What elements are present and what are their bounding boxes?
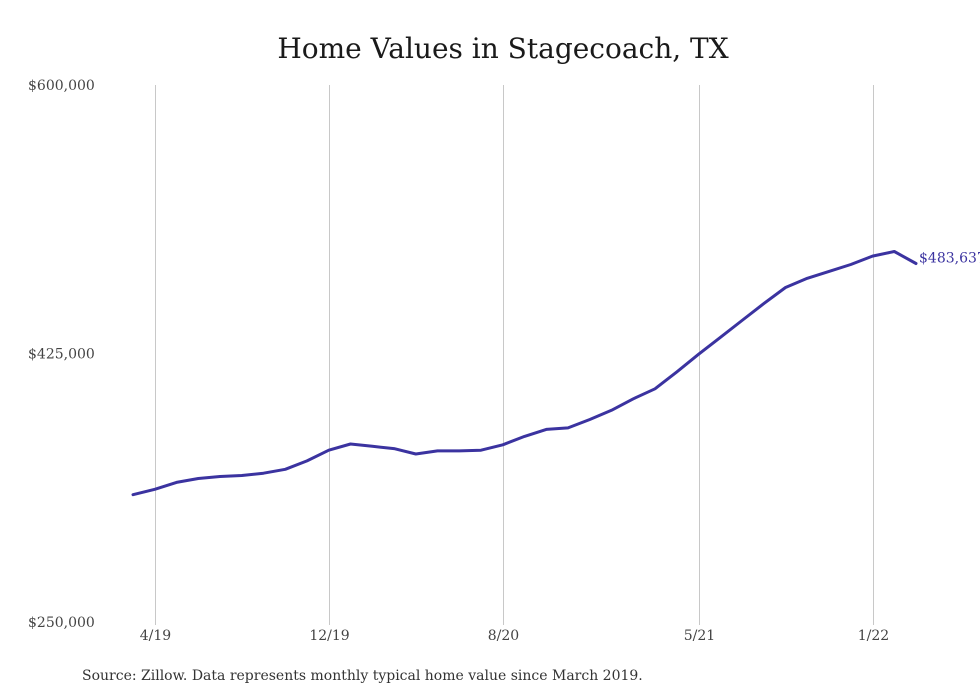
x-tick-label: 4/19	[140, 628, 171, 644]
y-tick-label: $425,000	[28, 347, 95, 363]
x-tick-label: 12/19	[309, 628, 349, 644]
source-note: Source: Zillow. Data represents monthly …	[82, 668, 643, 684]
x-tick-label: 1/22	[858, 628, 889, 644]
line-chart: Home Values in Stagecoach, TX $600,000 $4…	[28, 32, 980, 644]
chart-title: Home Values in Stagecoach, TX	[277, 32, 728, 65]
end-value-label: $483,637	[919, 251, 980, 267]
series-layer: $483,637	[131, 250, 980, 497]
y-tick-label: $600,000	[28, 78, 95, 94]
series-line	[131, 250, 918, 497]
x-tick-label: 8/20	[488, 628, 519, 644]
y-axis: $600,000 $425,000 $250,000	[28, 78, 95, 631]
x-axis: 4/19 12/19 8/20 5/21 1/22	[140, 628, 889, 644]
x-tick-label: 5/21	[684, 628, 715, 644]
y-tick-label: $250,000	[28, 615, 95, 631]
grid-layer	[155, 85, 874, 625]
